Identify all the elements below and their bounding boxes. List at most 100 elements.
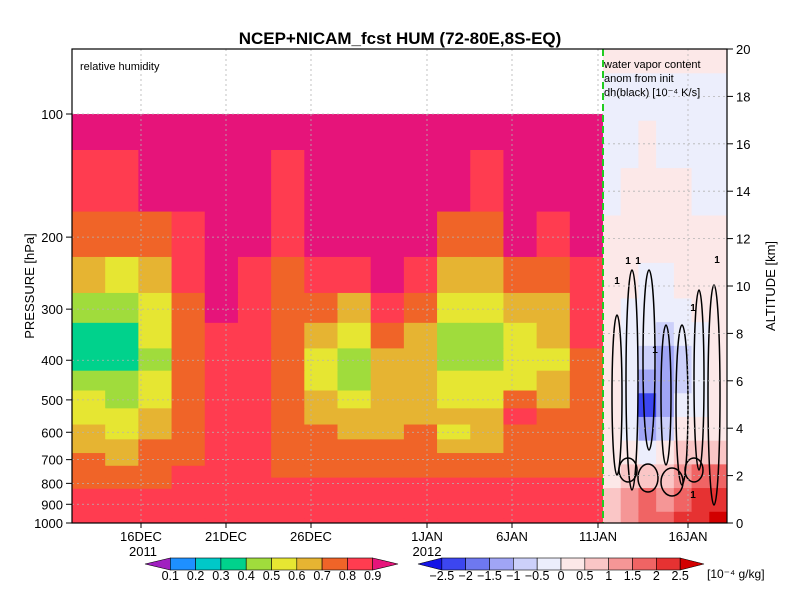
contour-label: 1 bbox=[714, 255, 720, 266]
humidity-cell bbox=[72, 509, 106, 520]
contour-label: 1 bbox=[635, 256, 641, 267]
humidity-cell bbox=[337, 322, 372, 349]
y-left-tick-label: 100 bbox=[41, 107, 63, 122]
humidity-cell bbox=[403, 453, 438, 467]
humidity-cell bbox=[237, 211, 272, 258]
humidity-cell bbox=[403, 370, 438, 392]
humidity-cell bbox=[437, 150, 471, 213]
humidity-cell bbox=[204, 370, 239, 392]
humidity-cell bbox=[403, 518, 438, 523]
humidity-cell bbox=[370, 408, 405, 426]
humidity-cell bbox=[370, 211, 405, 258]
humidity-cell bbox=[403, 114, 438, 151]
anomaly-panel-label-1: water vapor content bbox=[603, 59, 701, 71]
anomaly-cell bbox=[691, 416, 710, 441]
humidity-cell bbox=[569, 488, 603, 500]
humidity-cell bbox=[337, 453, 372, 467]
humidity-cell bbox=[271, 114, 305, 151]
year-label-2011: 2011 bbox=[129, 544, 157, 559]
humidity-cell bbox=[171, 114, 206, 151]
humidity-cell bbox=[304, 499, 339, 510]
humidity-cell bbox=[569, 256, 603, 294]
humidity-cell bbox=[569, 465, 603, 479]
humidity-cell bbox=[105, 322, 139, 349]
anomaly-cell bbox=[620, 49, 640, 74]
humidity-cell bbox=[569, 439, 603, 454]
y-left-tick-label: 500 bbox=[41, 393, 63, 408]
humidity-cell bbox=[138, 256, 173, 294]
anomaly-cell bbox=[638, 262, 657, 299]
humidity-cell bbox=[304, 488, 339, 500]
humidity-cell bbox=[138, 211, 173, 258]
humidity-cell bbox=[569, 370, 603, 392]
humidity-cell bbox=[503, 256, 538, 294]
humidity-cell bbox=[337, 370, 372, 392]
humidity-cell bbox=[503, 439, 538, 454]
humidity-cell bbox=[138, 509, 173, 520]
anomaly-cell bbox=[603, 297, 622, 323]
x-tick-label: 1JAN bbox=[411, 529, 443, 544]
humidity-cell bbox=[569, 348, 603, 372]
anomaly-cell bbox=[638, 214, 657, 263]
anomaly-cell bbox=[656, 72, 675, 121]
humidity-cell bbox=[403, 424, 438, 440]
anomaly-cell bbox=[603, 49, 622, 74]
anomaly-cell bbox=[673, 262, 693, 299]
humidity-cell bbox=[470, 439, 505, 454]
humidity-cell bbox=[204, 424, 239, 440]
colorbar-label: 0.2 bbox=[187, 569, 204, 583]
anomaly-cell bbox=[673, 297, 693, 323]
humidity-cell bbox=[237, 322, 272, 349]
colorbar-label: 0.5 bbox=[576, 569, 593, 583]
humidity-cell bbox=[370, 256, 405, 294]
anomaly-cell bbox=[638, 511, 657, 523]
humidity-cell bbox=[171, 518, 206, 523]
humidity-cell bbox=[470, 322, 505, 349]
humidity-cell bbox=[304, 211, 339, 258]
anomaly-cell bbox=[656, 49, 675, 74]
anomaly-cell bbox=[603, 463, 622, 489]
colorbar-label: 1 bbox=[605, 569, 612, 583]
humidity-cell bbox=[138, 348, 173, 372]
y-right-tick-label: 18 bbox=[736, 89, 750, 104]
anomaly-cell bbox=[656, 345, 675, 370]
anomaly-cell bbox=[709, 262, 727, 299]
humidity-cell bbox=[403, 150, 438, 213]
humidity-cell bbox=[403, 488, 438, 500]
humidity-cell bbox=[105, 114, 139, 151]
humidity-cell bbox=[403, 465, 438, 479]
humidity-cell bbox=[569, 408, 603, 426]
humidity-cell bbox=[72, 465, 106, 479]
humidity-cell bbox=[237, 424, 272, 440]
humidity-cell bbox=[304, 509, 339, 520]
humidity-cell bbox=[138, 518, 173, 523]
colorbar-label: −2.5 bbox=[429, 569, 454, 583]
humidity-cell bbox=[337, 408, 372, 426]
humidity-cell bbox=[536, 150, 571, 213]
anomaly-cell bbox=[638, 72, 657, 121]
humidity-cell bbox=[138, 114, 173, 151]
humidity-cell bbox=[403, 509, 438, 520]
humidity-cell bbox=[437, 256, 471, 294]
humidity-field bbox=[72, 114, 603, 523]
humidity-cell bbox=[204, 348, 239, 372]
humidity-cell bbox=[337, 390, 372, 409]
humidity-cell bbox=[569, 509, 603, 520]
humidity-cell bbox=[237, 150, 272, 213]
humidity-cell bbox=[370, 439, 405, 454]
humidity-cell bbox=[536, 465, 571, 479]
anomaly-cell bbox=[691, 368, 710, 394]
humidity-cell bbox=[470, 150, 505, 213]
humidity-cell bbox=[204, 322, 239, 349]
humidity-cell bbox=[536, 256, 571, 294]
humidity-cell bbox=[105, 488, 139, 500]
y-left-tick-label: 1000 bbox=[34, 516, 63, 531]
grid-lines bbox=[72, 49, 727, 523]
humidity-cell bbox=[204, 518, 239, 523]
humidity-cell bbox=[171, 408, 206, 426]
anomaly-cell bbox=[673, 49, 693, 74]
humidity-cell bbox=[337, 348, 372, 372]
y-right-tick-label: 20 bbox=[736, 42, 750, 57]
y-left-tick-label: 900 bbox=[41, 497, 63, 512]
y-right-tick-label: 8 bbox=[736, 326, 743, 341]
